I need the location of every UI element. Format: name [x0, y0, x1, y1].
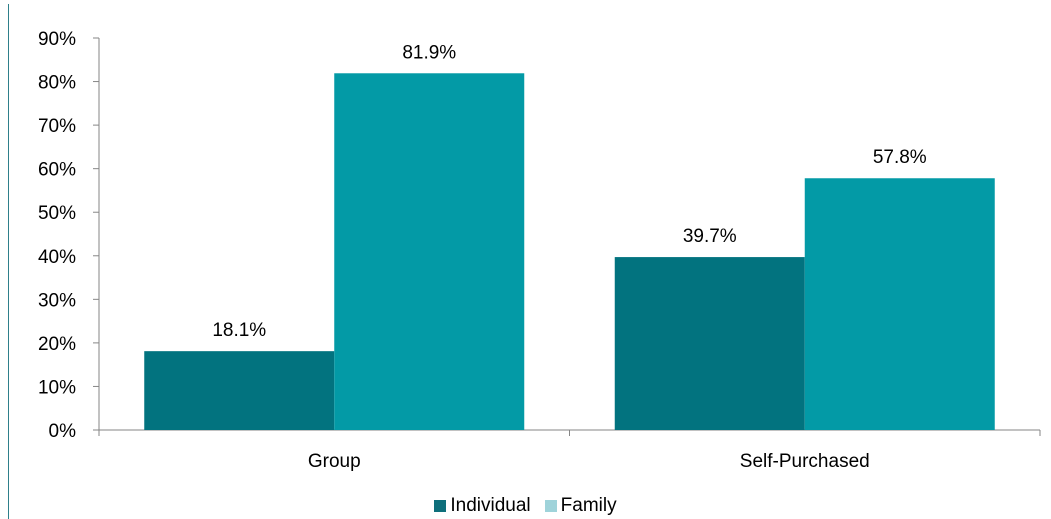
bar-individual-self-purchased: [614, 257, 805, 430]
legend-item-family: Family: [544, 495, 617, 517]
y-tick-label: 20%: [38, 334, 76, 355]
bar-family-group: [334, 73, 525, 430]
legend: Individual Family: [0, 495, 1051, 517]
y-tick-label: 30%: [38, 290, 76, 311]
legend-swatch-family: [544, 500, 557, 512]
x-category-label: Self-Purchased: [740, 451, 870, 472]
x-category-label: Group: [308, 451, 361, 472]
y-tick-label: 90%: [38, 29, 76, 50]
left-border-line: [8, 4, 9, 519]
bar-individual-group: [144, 351, 335, 430]
y-tick-label: 0%: [49, 421, 77, 442]
y-tick-label: 70%: [38, 116, 76, 137]
y-tick-label: 10%: [38, 377, 76, 398]
y-tick-label: 40%: [38, 247, 76, 268]
y-tick-label: 60%: [38, 160, 76, 181]
bar-family-self-purchased: [804, 178, 995, 430]
legend-label-family: Family: [560, 495, 617, 516]
legend-item-individual: Individual: [434, 495, 531, 517]
y-tick-label: 80%: [38, 73, 76, 94]
y-tick-label: 50%: [38, 203, 76, 224]
data-label: 57.8%: [873, 147, 927, 168]
data-label: 18.1%: [212, 320, 266, 341]
legend-swatch-individual: [434, 500, 447, 512]
bar-chart: 0% 10% 20% 30% 40% 50% 60% 70% 80% 90% 18.1% 81.9% G…: [38, 29, 1041, 472]
data-label: 39.7%: [683, 226, 737, 247]
data-label: 81.9%: [402, 42, 456, 63]
legend-label-individual: Individual: [450, 495, 531, 516]
